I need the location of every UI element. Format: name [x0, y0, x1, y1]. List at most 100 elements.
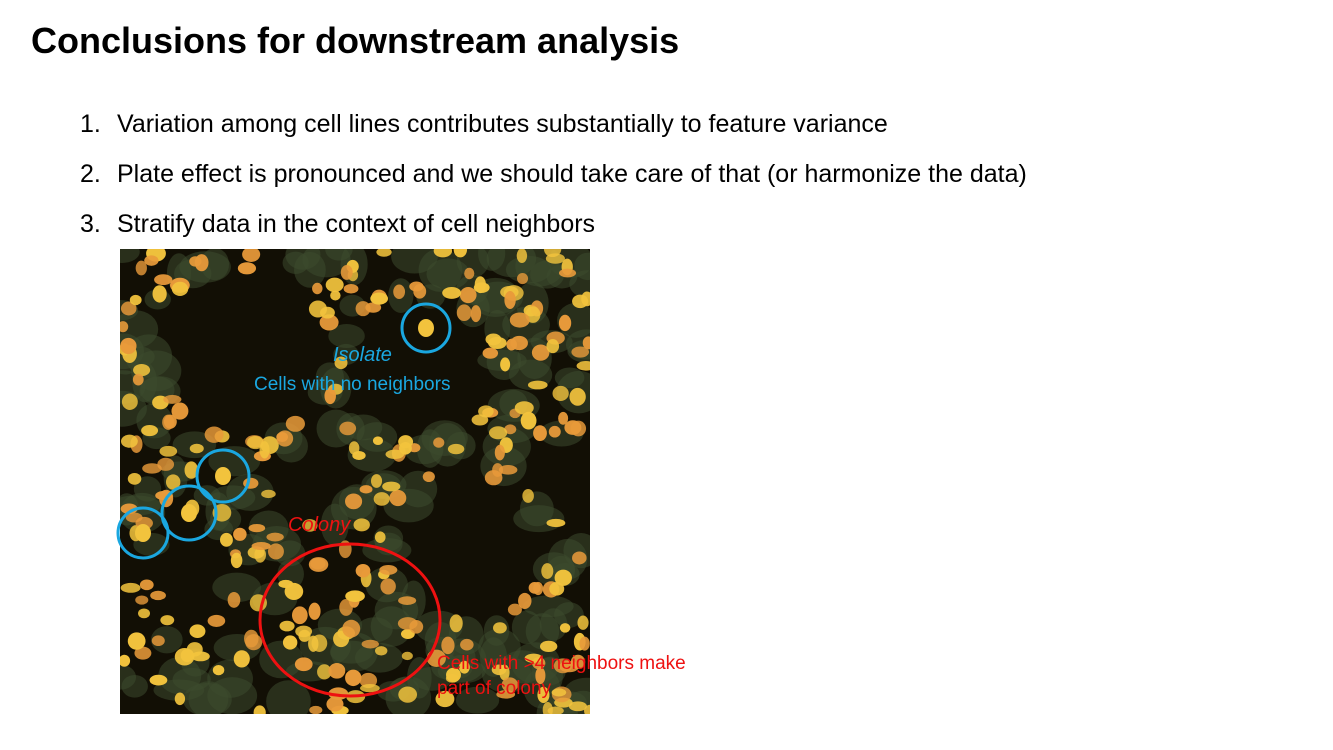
cell-body [204, 426, 224, 443]
cell-body [500, 357, 511, 372]
cell-body [579, 636, 590, 651]
cell-body [339, 598, 353, 616]
cell-body [127, 632, 146, 650]
cell-body [320, 306, 335, 319]
cell-body [433, 437, 445, 448]
cell-body [251, 542, 271, 551]
cell-body [339, 421, 357, 436]
cell-body [535, 667, 546, 685]
isolated-cell [181, 504, 197, 522]
cell-body [163, 394, 182, 404]
cell-body [504, 291, 516, 309]
cell-body [346, 690, 366, 704]
cell-body [157, 457, 175, 471]
cell-body [120, 337, 137, 355]
cell-body [520, 411, 537, 430]
cell-body [163, 414, 177, 429]
cell-body [445, 673, 459, 683]
cell-body [348, 441, 360, 455]
cytoplasm-blob [150, 626, 183, 654]
cell-body [533, 425, 547, 442]
cell-body [174, 692, 186, 706]
cell-body [285, 415, 305, 432]
cytoplasm-blob [200, 249, 230, 281]
cell-body [554, 569, 572, 586]
cell-body [282, 635, 298, 650]
cytoplasm-blob [574, 252, 590, 281]
cell-body [191, 651, 210, 662]
cell-body [501, 677, 519, 693]
cytoplasm-blob [120, 249, 140, 263]
cell-body [134, 646, 152, 660]
cell-body [399, 442, 412, 455]
cell-body [360, 684, 380, 693]
cell-body [509, 312, 530, 328]
cytoplasm-blob [133, 476, 162, 502]
colony-description: Cells with >4 neighbors make part of col… [437, 651, 686, 701]
cell-body [401, 651, 413, 661]
cell-body [233, 650, 250, 668]
cell-body [380, 578, 396, 595]
cytoplasm-blob [325, 249, 353, 261]
cell-body [478, 405, 494, 418]
cytoplasm-blob [212, 572, 262, 603]
cell-body [533, 581, 544, 596]
cytoplasm-blob [455, 686, 500, 714]
cell-body [294, 657, 313, 672]
cell-body [372, 436, 384, 446]
cytoplasm-blob [121, 674, 148, 698]
cell-body [194, 254, 209, 272]
cell-body [361, 639, 379, 649]
cell-body [524, 653, 543, 663]
cell-body [382, 481, 401, 492]
cell-body [553, 658, 573, 674]
cell-body [539, 640, 558, 653]
cytoplasm-blob [328, 324, 365, 349]
cell-body [570, 654, 586, 669]
cell-body [546, 339, 560, 354]
isolate-label: Isolate [333, 344, 392, 366]
cell-body [510, 335, 528, 351]
cell-body [474, 276, 486, 294]
cell-body [133, 363, 151, 377]
cell-body [345, 590, 365, 602]
cytoplasm-blob [429, 422, 467, 467]
cell-body [132, 373, 144, 386]
cytoplasm-blob [193, 485, 221, 506]
cell-body [242, 249, 261, 262]
cell-body [295, 625, 313, 638]
cell-body [569, 387, 586, 406]
cell-body [142, 463, 162, 474]
cell-nuclei [120, 249, 590, 714]
cell-body [309, 705, 323, 714]
cell-body [398, 596, 417, 605]
cell-body [456, 304, 472, 322]
cell-body [541, 563, 554, 579]
cell-body [549, 582, 565, 596]
cell-body [249, 594, 267, 612]
cytoplasm-blob [182, 682, 232, 714]
cytoplasm-blob [478, 628, 521, 667]
cell-body [345, 669, 362, 687]
cell-body [247, 435, 264, 450]
cell-body [253, 705, 266, 714]
cell-body [514, 401, 534, 415]
cell-body [279, 620, 295, 632]
cell-body [138, 608, 151, 619]
cell-body [151, 635, 165, 647]
cell-body [494, 444, 505, 461]
isolated-cell [215, 467, 231, 485]
cell-body [334, 356, 348, 370]
cell-body [460, 638, 474, 651]
micrograph-image [120, 249, 590, 714]
cell-body [543, 249, 562, 258]
cell-body [326, 696, 344, 712]
cell-body [516, 272, 529, 285]
cell-body [572, 551, 587, 565]
cell-body [189, 624, 206, 639]
cell-body [159, 445, 178, 457]
cell-body [393, 284, 406, 300]
cell-body [152, 285, 167, 303]
cell-body [552, 385, 569, 401]
cell-body [581, 291, 590, 307]
